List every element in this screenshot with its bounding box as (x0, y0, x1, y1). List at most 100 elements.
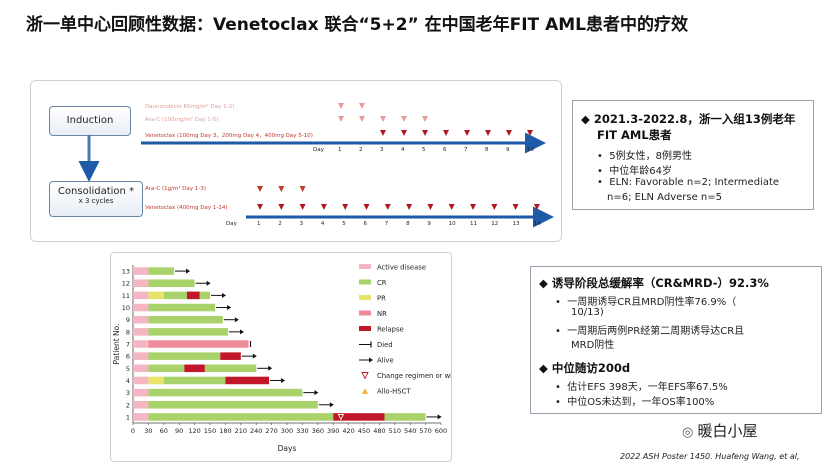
bar-segment-cr (148, 303, 216, 312)
con-day-number: 4 (320, 221, 325, 227)
con-day-label: Day (226, 221, 237, 227)
bar-segment-cr (148, 364, 185, 373)
venetoclax-marker (491, 204, 498, 210)
x-tick-label: 510 (389, 427, 401, 435)
venetoclax-marker (320, 204, 327, 210)
con-arac-label: Ara-C (1g/m² Day 1-3) (145, 186, 207, 192)
venetoclax-marker (485, 130, 491, 136)
daunorubicin-marker (338, 103, 344, 109)
response-item: 10/13) (571, 307, 604, 318)
venetoclax-marker (278, 204, 285, 210)
page-title: 浙一单中心回顾性数据：Venetoclax 联合“5+2” 在中国老年FIT A… (26, 15, 688, 35)
con-venetoclax-label: Venetoclax (400mg Day 1-14) (145, 205, 228, 211)
arac-marker (359, 116, 365, 122)
daunorubicin-marker (359, 103, 365, 109)
alive-arrowhead (268, 365, 273, 371)
legend-change-icon (361, 372, 369, 380)
bar-segment-active (133, 401, 149, 409)
bar-segment-cr (148, 388, 303, 397)
followup-item: 中位OS未达到，一年OS率100% (567, 397, 715, 408)
x-tick-label: 450 (358, 427, 370, 435)
bar-segment-relapse (333, 413, 385, 421)
y-tick-label: 13 (122, 268, 130, 276)
y-tick-label: 3 (126, 389, 130, 397)
venetoclax-marker (363, 204, 370, 210)
induction-box: Induction (49, 106, 131, 136)
arac-marker (278, 186, 285, 192)
x-tick-label: 150 (204, 427, 216, 435)
schedule-panel: Induction Consolidation * x 3 cycles Dau… (30, 80, 562, 242)
arac-marker (401, 116, 407, 122)
venetoclax-marker (470, 204, 476, 210)
bar-segment-relapse (184, 364, 205, 373)
con-day-number: 8 (406, 221, 410, 227)
con-day-number: 2 (278, 221, 282, 227)
con-day-number: 1 (257, 221, 261, 227)
x-tick-label: 270 (265, 427, 277, 435)
bar-segment-active (133, 340, 149, 348)
cohort-heading-l1: 2021.3-2022.8，浙一入组13例老年 (593, 112, 796, 126)
alive-arrowhead (239, 329, 244, 335)
x-tick-label: 30 (144, 427, 152, 435)
bar-segment-active (133, 364, 149, 373)
con-day-number: 7 (384, 221, 389, 227)
alive-arrowhead (206, 280, 211, 286)
x-tick-label: 420 (342, 427, 354, 435)
bar-segment-cr (148, 267, 175, 275)
y-tick-label: 5 (126, 365, 130, 373)
venetoclax-marker (384, 204, 391, 210)
y-tick-label: 12 (122, 280, 130, 288)
ind-day-number: 10 (527, 147, 534, 153)
response-item: 一周期诱导CR且MRD阴性率76.9%（ (567, 297, 737, 308)
bar-segment-active (133, 291, 149, 300)
cohort-item: ELN: Favorable n=2; Intermediate (609, 177, 780, 188)
con-day-number: 12 (491, 221, 499, 227)
legend-swatch (359, 310, 371, 316)
outcome-info-box: ◆ 诱导阶段总缓解率（CR&MRD-）92.3% • 一周期诱导CR且MRD阴性… (530, 266, 822, 414)
x-tick-label: 300 (281, 427, 293, 435)
venetoclax-marker (401, 130, 407, 136)
bar-segment-pr (148, 291, 164, 300)
bar-segment-pr (148, 376, 164, 385)
ind-day-number: 7 (464, 147, 468, 153)
legend-label: Alive (377, 357, 394, 365)
bar-segment-cr (148, 401, 318, 409)
x-tick-label: 180 (219, 427, 231, 435)
bar-segment-active (133, 413, 149, 421)
consolidation-sub: x 3 cycles (78, 197, 114, 205)
venetoclax-marker (533, 204, 540, 210)
bar-segment-relapse (220, 352, 241, 360)
venetoclax-marker (443, 130, 449, 136)
venetoclax-marker (506, 130, 512, 136)
bar-segment-cr (199, 291, 210, 300)
cohort-item: 5例女性，8例男性 (609, 151, 692, 162)
legend-label: Relapse (377, 326, 404, 334)
cohort-heading-l2: FIT AML患者 (597, 128, 672, 142)
consolidation-label: Consolidation (57, 186, 126, 197)
ind-day-number: 9 (506, 147, 510, 153)
venetoclax-marker (464, 130, 470, 136)
alive-arrowhead (281, 377, 286, 383)
legend-swatch (359, 279, 371, 285)
ind-arac-label: Ara-C (100mg/m² Day 1-5) (145, 117, 219, 123)
x-tick-label: 60 (160, 427, 168, 435)
bar-segment-relapse (186, 291, 200, 300)
x-tick-label: 120 (188, 427, 200, 435)
followup-item: 估计EFS 398天，一年EFS率67.5% (567, 382, 728, 393)
bar-segment-active (133, 376, 149, 385)
legend-label: Active disease (377, 264, 426, 272)
bar-segment-cr (148, 315, 223, 324)
y-tick-label: 2 (126, 401, 130, 409)
con-day-number: 5 (342, 221, 346, 227)
alive-arrowhead (222, 292, 226, 298)
consolidation-asterisk: * (129, 186, 135, 197)
x-axis-label: Days (278, 444, 297, 453)
bar-segment-cr (384, 413, 426, 421)
legend-swatch (359, 295, 371, 300)
swimmer-chart: 0 30 60 90 120 150 180 210 240 270 300 330 360 390 420… (112, 264, 476, 454)
bar-segment-relapse (225, 376, 270, 385)
consolidation-box: Consolidation * x 3 cycles (49, 181, 143, 217)
alive-arrowhead (252, 353, 257, 359)
y-tick-label: 11 (122, 292, 130, 300)
alive-arrowhead (186, 268, 191, 274)
